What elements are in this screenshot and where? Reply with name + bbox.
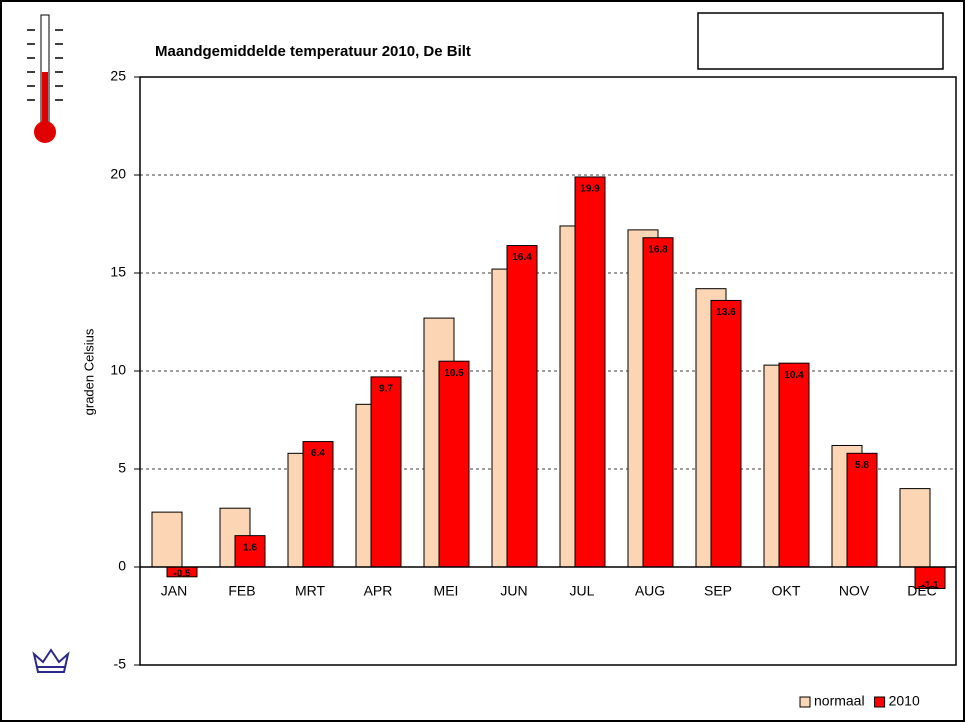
- thermometer-icon: [27, 14, 63, 143]
- x-tick-label: JUL: [570, 583, 595, 599]
- value-label: 13.6: [716, 307, 736, 318]
- y-tick-label: 15: [110, 264, 126, 280]
- legend-label: normaal: [814, 693, 865, 709]
- value-label: 19.9: [580, 184, 600, 195]
- bar: [151, 511, 183, 568]
- bar: [710, 299, 742, 568]
- x-tick-label: OKT: [772, 583, 801, 599]
- y-tick-label: 5: [118, 460, 126, 476]
- y-tick-label: 20: [110, 166, 126, 182]
- knmi-crown: [32, 648, 70, 673]
- bar: [438, 360, 470, 568]
- y-tick-label: -5: [114, 656, 127, 672]
- bar: [846, 452, 878, 568]
- y-tick-label: 0: [118, 558, 126, 574]
- x-tick-label: DEC: [907, 583, 937, 599]
- value-label: 5.8: [855, 460, 869, 471]
- y-tick-label: 25: [110, 68, 126, 84]
- bar: [506, 245, 538, 568]
- bar: [574, 176, 606, 568]
- legend-swatch: [874, 696, 886, 708]
- bar: [302, 441, 334, 568]
- x-tick-label: NOV: [839, 583, 870, 599]
- bar: [234, 535, 266, 568]
- x-tick-label: JAN: [161, 583, 187, 599]
- y-tick-label: 10: [110, 362, 126, 378]
- bar: [778, 362, 810, 568]
- y-axis-label: graden Celsius: [81, 328, 96, 415]
- value-label: 16.8: [648, 244, 668, 255]
- x-tick-label: SEP: [704, 583, 732, 599]
- value-label: 16.4: [512, 252, 532, 263]
- chart-title: Maandgemiddelde temperatuur 2010, De Bil…: [155, 43, 471, 60]
- value-label: 1.6: [243, 542, 257, 553]
- bar: [642, 237, 674, 568]
- x-tick-label: JUN: [500, 583, 527, 599]
- x-tick-label: MEI: [434, 583, 459, 599]
- annotation-box: [697, 12, 944, 70]
- value-label: -1.1: [921, 580, 939, 591]
- value-label: 9.7: [379, 384, 393, 395]
- value-label: 10.5: [444, 368, 464, 379]
- value-label: -0.5: [173, 568, 191, 579]
- x-tick-label: AUG: [635, 583, 665, 599]
- value-label: 10.4: [784, 370, 804, 381]
- bar: [899, 488, 931, 568]
- legend-swatch: [799, 696, 811, 708]
- bar: [370, 376, 402, 568]
- x-tick-label: APR: [364, 583, 393, 599]
- legend-label: 2010: [889, 693, 920, 709]
- value-label: 6.4: [311, 448, 325, 459]
- x-tick-label: FEB: [228, 583, 255, 599]
- x-tick-label: MRT: [295, 583, 326, 599]
